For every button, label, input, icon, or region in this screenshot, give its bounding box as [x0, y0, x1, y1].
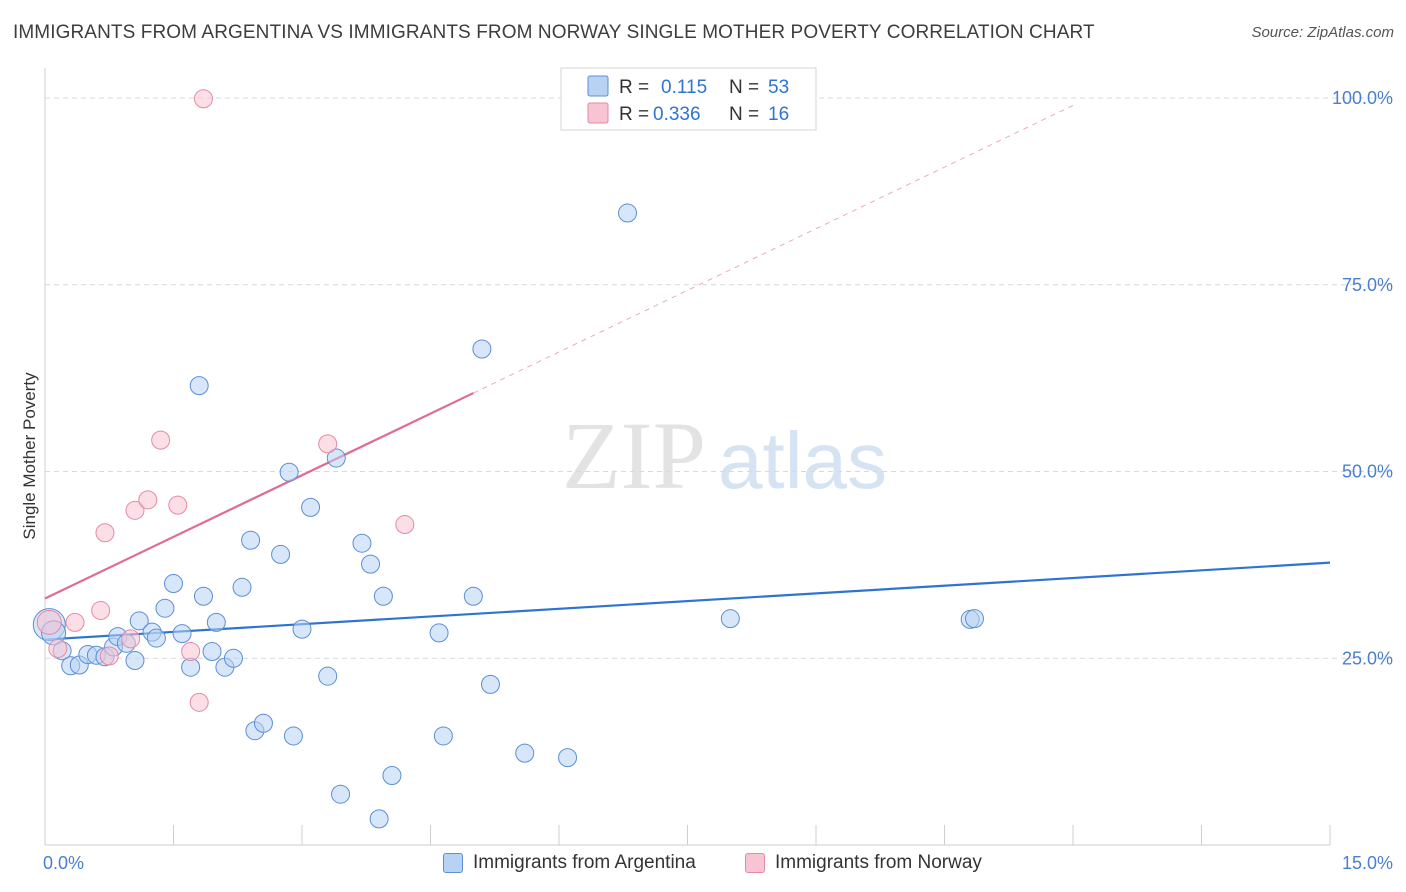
point-argentina	[318, 666, 338, 686]
legend-r-label-argentina: R =	[619, 77, 649, 98]
legend-n-label-argentina: N =	[729, 77, 759, 98]
point-argentina	[125, 650, 145, 670]
point-argentina	[373, 586, 393, 606]
legend-swatch-norway	[587, 102, 609, 124]
legend-r-value-argentina: 0.115	[661, 77, 707, 98]
point-argentina	[172, 624, 192, 644]
point-argentina	[433, 726, 453, 746]
point-norway	[65, 612, 85, 632]
bottom-legend-item-norway: Immigrants from Norway	[745, 852, 982, 874]
point-argentina	[129, 611, 149, 631]
point-argentina	[241, 530, 261, 550]
y-tick-label: 75.0%	[1342, 275, 1393, 295]
point-argentina	[352, 533, 372, 553]
point-argentina	[515, 743, 535, 763]
point-argentina	[301, 497, 321, 517]
point-argentina	[292, 619, 312, 639]
point-norway	[138, 490, 158, 510]
point-argentina	[369, 809, 389, 829]
legend-r-value-norway: 0.336	[653, 104, 701, 125]
bottom-legend-swatch-argentina	[443, 853, 463, 873]
top-legend: R = 0.115 N = 53 R = 0.336 N = 16	[560, 67, 817, 131]
y-tick-label: 50.0%	[1342, 462, 1393, 482]
y-axis-title: Single Mother Poverty	[20, 372, 39, 540]
point-argentina	[283, 726, 303, 746]
x-tick-label: 15.0%	[1342, 853, 1393, 873]
watermark: ZIP atlas	[562, 402, 887, 509]
point-argentina	[202, 642, 222, 662]
point-norway	[181, 642, 201, 662]
point-argentina	[331, 784, 351, 804]
point-argentina	[253, 713, 273, 733]
point-argentina	[361, 554, 381, 574]
point-norway	[95, 523, 115, 543]
bottom-legend-label-norway: Immigrants from Norway	[775, 852, 982, 873]
point-norway	[193, 89, 213, 109]
chart-title: IMMIGRANTS FROM ARGENTINA VS IMMIGRANTS …	[13, 22, 1095, 43]
point-argentina	[271, 544, 291, 564]
bottom-legend-label-argentina: Immigrants from Argentina	[473, 852, 696, 873]
point-argentina	[429, 623, 449, 643]
point-argentina	[164, 574, 183, 594]
point-argentina	[189, 376, 209, 396]
y-tick-label: 25.0%	[1342, 648, 1393, 668]
trend-line-norway-extension	[473, 105, 1074, 394]
point-norway	[168, 495, 188, 515]
point-norway	[318, 434, 338, 454]
point-argentina	[146, 628, 166, 648]
point-argentina	[463, 586, 483, 606]
point-argentina	[223, 648, 243, 668]
point-norway	[91, 600, 111, 620]
point-norway	[125, 500, 145, 520]
point-argentina	[618, 203, 638, 223]
bottom-legend-item-argentina: Immigrants from Argentina	[443, 852, 696, 874]
bottom-legend: Immigrants from Argentina Immigrants fro…	[0, 852, 1406, 878]
point-norway	[48, 639, 68, 659]
point-argentina	[558, 748, 578, 768]
point-norway	[151, 430, 171, 450]
point-norway	[99, 646, 119, 666]
point-argentina	[279, 462, 299, 482]
legend-n-value-argentina: 53	[768, 77, 789, 98]
legend-swatch-argentina	[587, 75, 609, 97]
point-argentina	[326, 448, 346, 468]
bottom-legend-swatch-norway	[745, 853, 765, 873]
x-tick-label: 0.0%	[43, 853, 84, 873]
watermark-atlas: atlas	[718, 416, 887, 505]
point-argentina	[964, 609, 984, 629]
trend-line-norway	[44, 392, 474, 600]
legend-n-label-norway: N =	[729, 104, 759, 125]
point-argentina	[382, 766, 402, 786]
watermark-zip: ZIP	[562, 402, 706, 509]
y-tick-label: 100.0%	[1332, 88, 1393, 108]
point-argentina	[155, 598, 175, 618]
point-argentina	[232, 577, 252, 597]
point-argentina	[720, 609, 740, 629]
point-norway	[36, 609, 62, 635]
chart-source: Source: ZipAtlas.com	[1251, 24, 1394, 41]
point-norway	[395, 515, 415, 535]
point-norway	[189, 692, 209, 712]
trend-line-argentina	[44, 561, 1331, 641]
point-argentina	[472, 339, 492, 359]
point-argentina	[193, 586, 213, 606]
point-argentina	[206, 612, 226, 632]
point-argentina	[480, 674, 500, 694]
point-norway	[121, 629, 141, 649]
legend-r-label-norway: R =	[619, 104, 649, 125]
legend-n-value-norway: 16	[768, 104, 789, 125]
